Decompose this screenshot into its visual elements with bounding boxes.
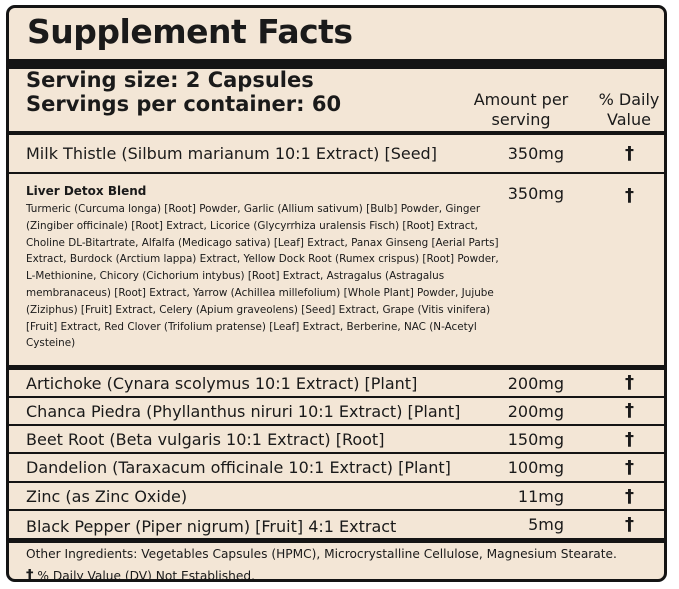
dagger-icon: † xyxy=(26,566,34,582)
thick-divider xyxy=(9,59,664,69)
ingredient-name: Dandelion (Taraxacum officinale 10:1 Ext… xyxy=(26,458,451,477)
blend-ingredients: Turmeric (Curcuma longa) [Root] Powder, … xyxy=(26,203,499,350)
row-divider xyxy=(9,365,664,370)
ingredient-name: Chanca Piedra (Phyllanthus niruri 10:1 E… xyxy=(26,402,461,421)
dagger-icon: † xyxy=(625,372,634,393)
header-divider xyxy=(9,131,664,135)
row-divider xyxy=(9,424,664,426)
serving-size: Serving size: 2 Capsules xyxy=(26,68,314,92)
ingredient-name: Zinc (as Zinc Oxide) xyxy=(26,487,188,506)
dagger-icon: † xyxy=(625,457,634,478)
ingredient-name: Beet Root (Beta vulgaris 10:1 Extract) [… xyxy=(26,430,385,449)
footnote: † % Daily Value (DV) Not Established. xyxy=(26,566,255,582)
amount-per-serving-header: Amount per serving xyxy=(473,90,569,129)
row-divider xyxy=(9,509,664,511)
panel-title: Supplement Facts xyxy=(27,12,353,51)
ingredient-amount: 200mg xyxy=(507,374,564,393)
dagger-icon: † xyxy=(625,400,634,421)
ingredient-amount: 350mg xyxy=(507,184,564,203)
servings-per-container: Servings per container: 60 xyxy=(26,92,342,116)
supplement-facts-panel: Supplement Facts Serving size: 2 Capsule… xyxy=(6,5,667,582)
dagger-icon: † xyxy=(625,429,634,450)
row-divider xyxy=(9,452,664,454)
ingredient-amount: 5mg xyxy=(528,515,564,534)
footnote-text: % Daily Value (DV) Not Established. xyxy=(37,569,255,582)
other-ingredients: Other Ingredients: Vegetables Capsules (… xyxy=(26,547,617,561)
dagger-icon: † xyxy=(625,514,634,535)
ingredient-name: Black Pepper (Piper nigrum) [Fruit] 4:1 … xyxy=(26,517,397,536)
blend-name: Liver Detox Blend xyxy=(26,184,147,198)
ingredient-name: Milk Thistle (Silbum marianum 10:1 Extra… xyxy=(26,144,437,163)
dagger-icon: † xyxy=(625,143,634,164)
ingredient-amount: 200mg xyxy=(507,402,564,421)
thick-divider-bottom xyxy=(9,538,664,543)
ingredient-amount: 150mg xyxy=(507,430,564,449)
row-divider xyxy=(9,481,664,483)
ingredient-amount: 11mg xyxy=(517,487,564,506)
daily-value-header: % Daily Value xyxy=(598,90,660,129)
row-divider xyxy=(9,396,664,398)
ingredient-amount: 350mg xyxy=(507,144,564,163)
dagger-icon: † xyxy=(625,486,634,507)
ingredient-amount: 100mg xyxy=(507,458,564,477)
ingredient-name: Artichoke (Cynara scolymus 10:1 Extract)… xyxy=(26,374,418,393)
row-divider xyxy=(9,172,664,174)
dagger-icon: † xyxy=(625,185,634,206)
